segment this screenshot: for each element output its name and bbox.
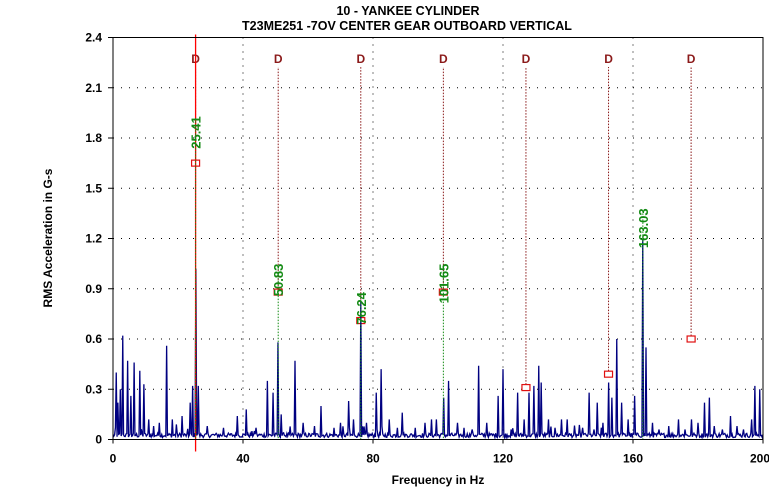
y-tick-label: 0.9 [85, 282, 102, 296]
y-tick-label: 0.3 [85, 382, 102, 396]
y-axis-label: RMS Acceleration in G-s [41, 168, 55, 307]
fault-marker-label: D [687, 52, 696, 66]
fault-marker-label: D [356, 52, 365, 66]
fault-marker-label: D [522, 52, 531, 66]
x-tick-label: 80 [366, 452, 380, 466]
peak-label: 163.03 [636, 208, 651, 248]
fault-marker-box [603, 370, 614, 378]
x-tick-label: 160 [623, 452, 643, 466]
x-tick-label: 0 [110, 452, 117, 466]
y-tick-label: 1.8 [85, 131, 102, 145]
fault-marker-box [686, 335, 696, 343]
y-tick-label: 1.5 [85, 181, 102, 195]
fault-marker-label: D [274, 52, 283, 66]
fault-marker-box [521, 383, 531, 392]
fault-marker-label: D [604, 52, 613, 66]
axis-ticks: 0 0.3 0.6 0.9 1.2 1.5 1.8 2.1 2.4 0 40 80 120 160 200 [85, 31, 769, 466]
chart-subtitle: T23ME251 -7OV CENTER GEAR OUTBOARD VERTI… [242, 19, 572, 33]
x-tick-label: 200 [750, 452, 769, 466]
fault-marker-box [438, 288, 448, 296]
y-tick-label: 2.4 [85, 31, 102, 45]
y-tick-label: 1.2 [85, 232, 102, 246]
spectrum-trace [112, 240, 764, 440]
grid [113, 37, 763, 440]
peak-label: 50.83 [271, 264, 286, 297]
peak-label: 101.65 [436, 264, 451, 304]
peak-label: 76.24 [354, 291, 369, 324]
chart-title: 10 - YANKEE CYLINDER [336, 4, 479, 18]
fault-frequency-markers: DDDDDDD [190, 52, 696, 392]
x-tick-label: 40 [236, 452, 250, 466]
y-tick-label: 0 [95, 433, 102, 447]
peak-label: 25.41 [189, 116, 204, 149]
x-axis-label: Frequency in Hz [392, 473, 485, 487]
y-tick-label: 0.6 [85, 332, 102, 346]
x-tick-label: 120 [493, 452, 513, 466]
fault-marker-label: D [439, 52, 448, 66]
spectrum-line [112, 240, 764, 440]
fault-marker-box [273, 288, 283, 296]
peak-labels: 25.41 50.83 76.24 101.65 163.03 [189, 116, 651, 440]
y-tick-label: 2.1 [85, 81, 102, 95]
